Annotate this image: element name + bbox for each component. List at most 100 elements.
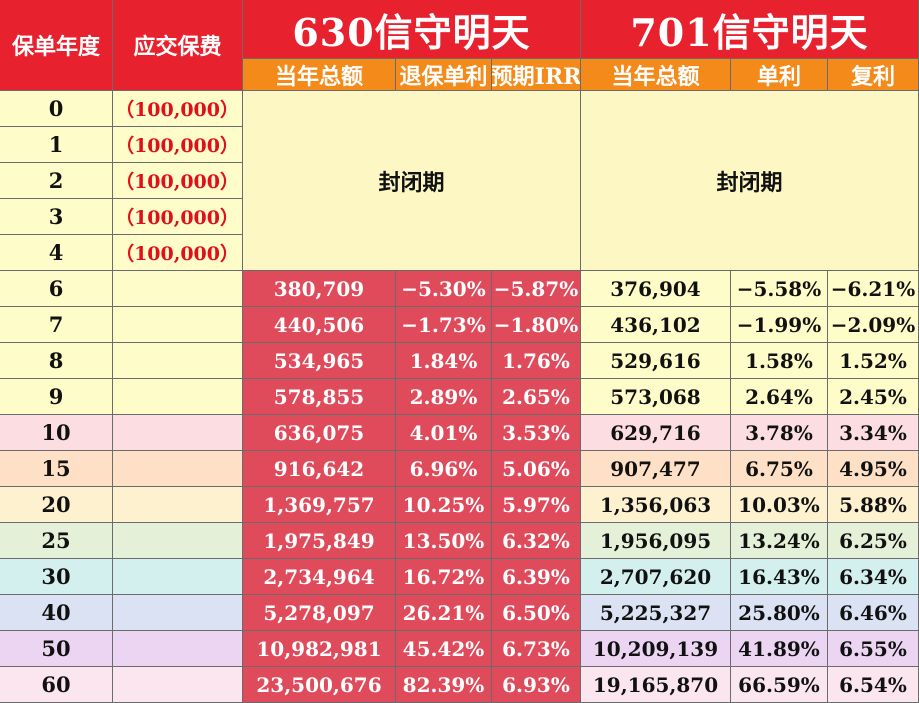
product-a-title: 630信守明天 xyxy=(243,0,581,59)
product-a-irr-cell: 6.73% xyxy=(492,631,581,667)
year-cell: 4 xyxy=(0,235,113,271)
product-a-simple-cell: 2.89% xyxy=(396,379,492,415)
product-a-irr-cell: 6.32% xyxy=(492,523,581,559)
premium-empty-cell xyxy=(113,379,243,415)
product-b-compound-cell: 5.88% xyxy=(828,487,919,523)
product-a-simple-cell: 82.39% xyxy=(396,667,492,703)
year-cell: 2 xyxy=(0,163,113,199)
product-a-irr-cell: −5.87% xyxy=(492,271,581,307)
year-cell: 60 xyxy=(0,667,113,703)
year-cell: 40 xyxy=(0,595,113,631)
product-a-closed-period: 封闭期 xyxy=(243,91,581,271)
product-b-compound-cell: 6.55% xyxy=(828,631,919,667)
product-b-total-cell: 573,068 xyxy=(581,379,731,415)
year-cell: 0 xyxy=(0,91,113,127)
product-a-irr-cell: 6.39% xyxy=(492,559,581,595)
product-a-irr-cell: 2.65% xyxy=(492,379,581,415)
premium-cell: （100,000） xyxy=(113,199,243,235)
product-b-simple-cell: 66.59% xyxy=(731,667,828,703)
product-b-title: 701信守明天 xyxy=(581,0,919,59)
premium-cell: （100,000） xyxy=(113,127,243,163)
product-a-total-cell: 10,982,981 xyxy=(243,631,396,667)
product-b-simple-cell: −5.58% xyxy=(731,271,828,307)
product-b-total-cell: 376,904 xyxy=(581,271,731,307)
premium-header: 应交保费 xyxy=(113,0,243,91)
premium-empty-cell xyxy=(113,595,243,631)
premium-empty-cell xyxy=(113,559,243,595)
premium-cell: （100,000） xyxy=(113,235,243,271)
product-a-irr-cell: 6.50% xyxy=(492,595,581,631)
product-a-simple-cell: −1.73% xyxy=(396,307,492,343)
product-a-irr-header: 预期IRR xyxy=(492,59,581,91)
product-b-compound-cell: −6.21% xyxy=(828,271,919,307)
product-a-simple-cell: 16.72% xyxy=(396,559,492,595)
product-b-compound-cell: 6.46% xyxy=(828,595,919,631)
product-a-simple-cell: 1.84% xyxy=(396,343,492,379)
product-b-simple-cell: 2.64% xyxy=(731,379,828,415)
product-a-simple-cell: 26.21% xyxy=(396,595,492,631)
product-a-total-cell: 636,075 xyxy=(243,415,396,451)
premium-empty-cell xyxy=(113,631,243,667)
product-a-total-cell: 380,709 xyxy=(243,271,396,307)
year-cell: 20 xyxy=(0,487,113,523)
product-b-simple-cell: 41.89% xyxy=(731,631,828,667)
year-cell: 1 xyxy=(0,127,113,163)
product-a-simple-header: 退保单利 xyxy=(396,59,492,91)
product-a-irr-cell: −1.80% xyxy=(492,307,581,343)
product-a-simple-cell: 45.42% xyxy=(396,631,492,667)
product-b-compound-cell: 3.34% xyxy=(828,415,919,451)
product-b-total-header: 当年总额 xyxy=(581,59,731,91)
premium-cell: （100,000） xyxy=(113,91,243,127)
product-a-total-cell: 916,642 xyxy=(243,451,396,487)
product-a-total-cell: 578,855 xyxy=(243,379,396,415)
product-b-compound-cell: 1.52% xyxy=(828,343,919,379)
product-b-total-cell: 629,716 xyxy=(581,415,731,451)
product-b-total-cell: 19,165,870 xyxy=(581,667,731,703)
product-a-irr-cell: 6.93% xyxy=(492,667,581,703)
product-b-total-cell: 436,102 xyxy=(581,307,731,343)
product-b-closed-period: 封闭期 xyxy=(581,91,919,271)
product-b-simple-cell: 25.80% xyxy=(731,595,828,631)
premium-cell: （100,000） xyxy=(113,163,243,199)
product-b-compound-cell: 2.45% xyxy=(828,379,919,415)
product-b-total-cell: 5,225,327 xyxy=(581,595,731,631)
product-a-simple-cell: −5.30% xyxy=(396,271,492,307)
product-a-irr-cell: 5.97% xyxy=(492,487,581,523)
product-a-irr-cell: 5.06% xyxy=(492,451,581,487)
product-a-total-cell: 1,975,849 xyxy=(243,523,396,559)
product-b-simple-cell: 6.75% xyxy=(731,451,828,487)
product-b-simple-cell: 16.43% xyxy=(731,559,828,595)
premium-empty-cell xyxy=(113,271,243,307)
product-b-compound-cell: 6.34% xyxy=(828,559,919,595)
product-a-irr-cell: 3.53% xyxy=(492,415,581,451)
premium-empty-cell xyxy=(113,451,243,487)
product-b-total-cell: 1,356,063 xyxy=(581,487,731,523)
year-cell: 30 xyxy=(0,559,113,595)
premium-empty-cell xyxy=(113,343,243,379)
product-b-compound-cell: −2.09% xyxy=(828,307,919,343)
year-cell: 8 xyxy=(0,343,113,379)
year-cell: 25 xyxy=(0,523,113,559)
product-a-simple-cell: 4.01% xyxy=(396,415,492,451)
year-cell: 6 xyxy=(0,271,113,307)
year-cell: 10 xyxy=(0,415,113,451)
product-a-simple-cell: 10.25% xyxy=(396,487,492,523)
product-a-simple-cell: 13.50% xyxy=(396,523,492,559)
year-cell: 50 xyxy=(0,631,113,667)
policy-year-header: 保单年度 xyxy=(0,0,113,91)
premium-empty-cell xyxy=(113,667,243,703)
product-b-compound-cell: 4.95% xyxy=(828,451,919,487)
product-a-irr-cell: 1.76% xyxy=(492,343,581,379)
premium-empty-cell xyxy=(113,307,243,343)
year-cell: 7 xyxy=(0,307,113,343)
premium-empty-cell xyxy=(113,523,243,559)
product-b-simple-cell: −1.99% xyxy=(731,307,828,343)
product-b-simple-header: 单利 xyxy=(731,59,828,91)
year-cell: 9 xyxy=(0,379,113,415)
product-a-simple-cell: 6.96% xyxy=(396,451,492,487)
product-b-simple-cell: 10.03% xyxy=(731,487,828,523)
product-a-total-cell: 5,278,097 xyxy=(243,595,396,631)
product-a-total-cell: 2,734,964 xyxy=(243,559,396,595)
product-a-total-cell: 1,369,757 xyxy=(243,487,396,523)
